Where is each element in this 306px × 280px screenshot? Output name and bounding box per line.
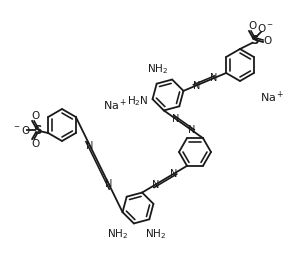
Text: O$^-$: O$^-$ <box>256 22 274 34</box>
Text: N: N <box>192 81 200 90</box>
Text: N: N <box>170 169 177 179</box>
Text: O: O <box>31 139 39 149</box>
Text: $^-$O: $^-$O <box>12 124 31 136</box>
Text: Na$^+$: Na$^+$ <box>103 97 127 113</box>
Text: S: S <box>33 123 41 137</box>
Text: H$_2$N: H$_2$N <box>127 94 149 108</box>
Text: N: N <box>188 125 195 135</box>
Text: N: N <box>152 179 159 190</box>
Text: N: N <box>105 179 112 189</box>
Text: O: O <box>31 111 39 121</box>
Text: S: S <box>250 34 258 46</box>
Text: N: N <box>210 73 217 83</box>
Text: NH$_2$: NH$_2$ <box>147 62 169 76</box>
Text: N: N <box>86 141 94 151</box>
Text: N: N <box>172 114 179 124</box>
Text: O: O <box>248 21 256 31</box>
Text: O: O <box>264 36 272 46</box>
Text: NH$_2$: NH$_2$ <box>145 227 166 241</box>
Text: NH$_2$: NH$_2$ <box>107 227 129 241</box>
Text: Na$^+$: Na$^+$ <box>260 89 284 105</box>
